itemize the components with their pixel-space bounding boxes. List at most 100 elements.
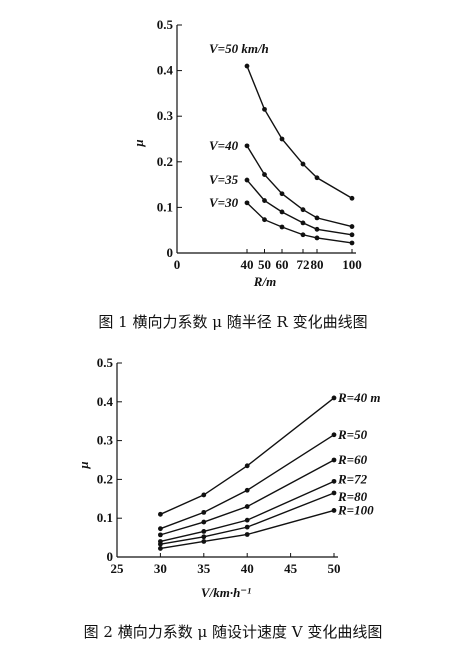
x-tick-label: 100 [342, 257, 362, 272]
x-tick-label: 45 [284, 561, 298, 576]
x-axis-label: R/m [253, 274, 276, 289]
y-tick-label: 0.4 [157, 63, 174, 78]
data-point [244, 463, 250, 469]
data-point [279, 224, 285, 230]
x-tick-label: 60 [276, 257, 289, 272]
data-point [244, 177, 250, 183]
data-point [300, 161, 306, 167]
data-point [201, 528, 207, 534]
series-line [246, 65, 353, 199]
series-line [246, 202, 353, 244]
x-axis-label: V/km·h⁻¹ [201, 585, 251, 600]
data-point [244, 63, 250, 69]
x-tick-label: 30 [154, 561, 167, 576]
data-point [262, 106, 267, 112]
series-label: R=80 [337, 489, 368, 504]
data-point [158, 511, 163, 517]
x-tick-label: 50 [258, 257, 271, 272]
chart-1-mu-vs-radius: 0 0.1 0.2 0.3 0.4 0.5 0 40 50 60 72 80 100 μ R/m V=50 k… [131, 17, 362, 289]
x-tick-label: 80 [311, 257, 324, 272]
data-point [262, 198, 267, 203]
data-point [300, 232, 306, 238]
y-tick-label: 0 [107, 549, 114, 564]
data-point [244, 487, 250, 493]
x-tick-label: 0 [174, 257, 181, 272]
data-point [331, 432, 337, 438]
data-point [262, 217, 267, 223]
x-tick-label: 35 [197, 561, 211, 576]
data-point [349, 232, 355, 238]
data-point [314, 235, 320, 241]
y-tick-label: 0.3 [157, 108, 174, 123]
series-line [160, 397, 335, 515]
data-point [244, 532, 250, 537]
data-point [158, 541, 163, 547]
data-point [158, 546, 163, 551]
data-point [244, 524, 250, 530]
y-tick-label: 0.5 [97, 355, 114, 370]
series-line [160, 480, 335, 543]
data-point [244, 517, 250, 523]
x-tick-label: 40 [241, 561, 254, 576]
data-point [349, 224, 355, 229]
series-label: R=50 [337, 427, 368, 442]
y-tick-label: 0 [167, 245, 174, 260]
data-point [349, 240, 355, 246]
series-label: R=100 [337, 502, 374, 517]
series-line [160, 459, 335, 536]
y-tick-label: 0.1 [157, 199, 173, 214]
series-line [246, 179, 353, 236]
data-point [279, 136, 285, 142]
x-tick-label: 40 [241, 257, 254, 272]
series-line [160, 434, 335, 530]
series-line [246, 145, 353, 228]
x-tick-label: 25 [111, 561, 125, 576]
data-point [201, 509, 207, 515]
data-point [244, 143, 250, 149]
y-tick-label: 0.2 [97, 471, 113, 486]
chart-2-mu-vs-speed: 0 0.1 0.2 0.3 0.4 0.5 25 30 35 40 45 50 μ V/km·h⁻¹ R=4… [76, 355, 380, 600]
data-point [314, 215, 320, 221]
data-point [300, 220, 306, 226]
y-tick-label: 0.4 [97, 394, 114, 409]
data-point [331, 478, 337, 484]
series-label: R=60 [337, 452, 368, 467]
data-point [158, 526, 163, 532]
series-line [160, 492, 335, 545]
y-axis-label: μ [76, 461, 91, 469]
chart-2-caption: 图 2 横向力系数 μ 随设计速度 V 变化曲线图 [83, 623, 383, 641]
series-line [160, 509, 335, 550]
data-point [201, 534, 207, 540]
data-point [244, 504, 250, 509]
data-point [244, 200, 250, 206]
series-label: R=72 [337, 471, 368, 486]
data-point [331, 457, 337, 463]
series-label: R=40 m [337, 390, 380, 405]
chart-1-caption: 图 1 横向力系数 μ 随半径 R 变化曲线图 [98, 313, 368, 331]
data-point [201, 492, 207, 498]
x-tick-label: 72 [297, 257, 310, 272]
series-label: V=35 [209, 172, 239, 187]
data-point [349, 195, 355, 201]
y-tick-label: 0.3 [97, 433, 114, 448]
x-tick-label: 50 [328, 561, 341, 576]
series-label: V=50 km/h [209, 41, 269, 56]
data-point [300, 207, 306, 213]
data-point [331, 395, 337, 401]
data-point [314, 226, 320, 232]
y-axis-label: μ [131, 139, 146, 147]
data-point [279, 209, 285, 215]
y-tick-label: 0.2 [157, 154, 173, 169]
data-point [331, 508, 337, 513]
data-point [201, 519, 207, 525]
data-point [201, 539, 207, 544]
data-point [158, 532, 163, 538]
series-label: V=40 [209, 138, 239, 153]
data-point [262, 172, 267, 177]
data-point [314, 175, 320, 181]
data-point [331, 490, 337, 496]
y-tick-label: 0.1 [97, 510, 113, 525]
series-label: V=30 [209, 195, 239, 210]
y-tick-label: 0.5 [157, 17, 174, 32]
